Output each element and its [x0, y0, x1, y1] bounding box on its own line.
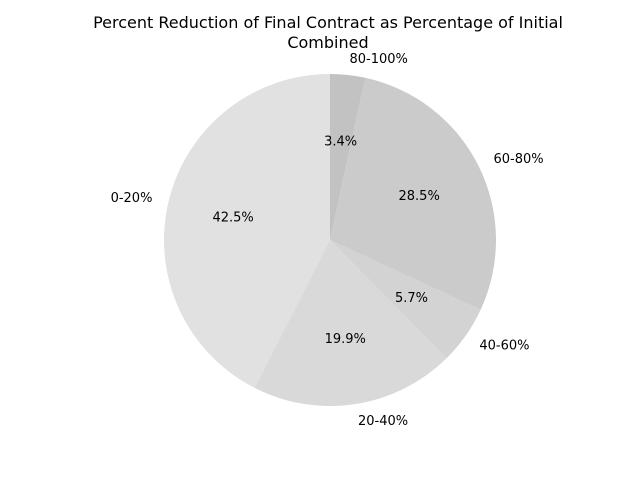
pie-labels: 42.5% 0-20% 19.9% 20-40% 5.7% 40-60% 28.5% 60-8…	[111, 52, 544, 429]
pie-category-label: 0-20%	[111, 191, 153, 206]
pie-slice-80-100	[330, 74, 366, 240]
pie-percent-label: 19.9%	[325, 332, 366, 347]
pie-slice-60-80	[330, 77, 496, 310]
pie-slices	[163, 74, 496, 406]
pie-category-label: 60-80%	[493, 152, 543, 167]
chart-title-line-2: Combined	[287, 33, 368, 52]
pie-percent-label: 28.5%	[399, 189, 440, 204]
pie-category-label: 20-40%	[358, 414, 408, 429]
pie-percent-label: 5.7%	[395, 291, 428, 306]
pie-category-label: 80-100%	[349, 52, 407, 67]
pie-percent-label: 3.4%	[324, 134, 357, 149]
pie-slice-20-40	[254, 240, 447, 406]
pie-percent-label: 42.5%	[212, 210, 253, 225]
pie-category-label: 40-60%	[479, 339, 529, 354]
chart-title-line-1: Percent Reduction of Final Contract as P…	[93, 13, 563, 32]
pie-slice-0-20	[163, 74, 330, 388]
chart-title: Percent Reduction of Final Contract as P…	[93, 13, 563, 52]
pie-slice-40-60	[330, 240, 481, 359]
